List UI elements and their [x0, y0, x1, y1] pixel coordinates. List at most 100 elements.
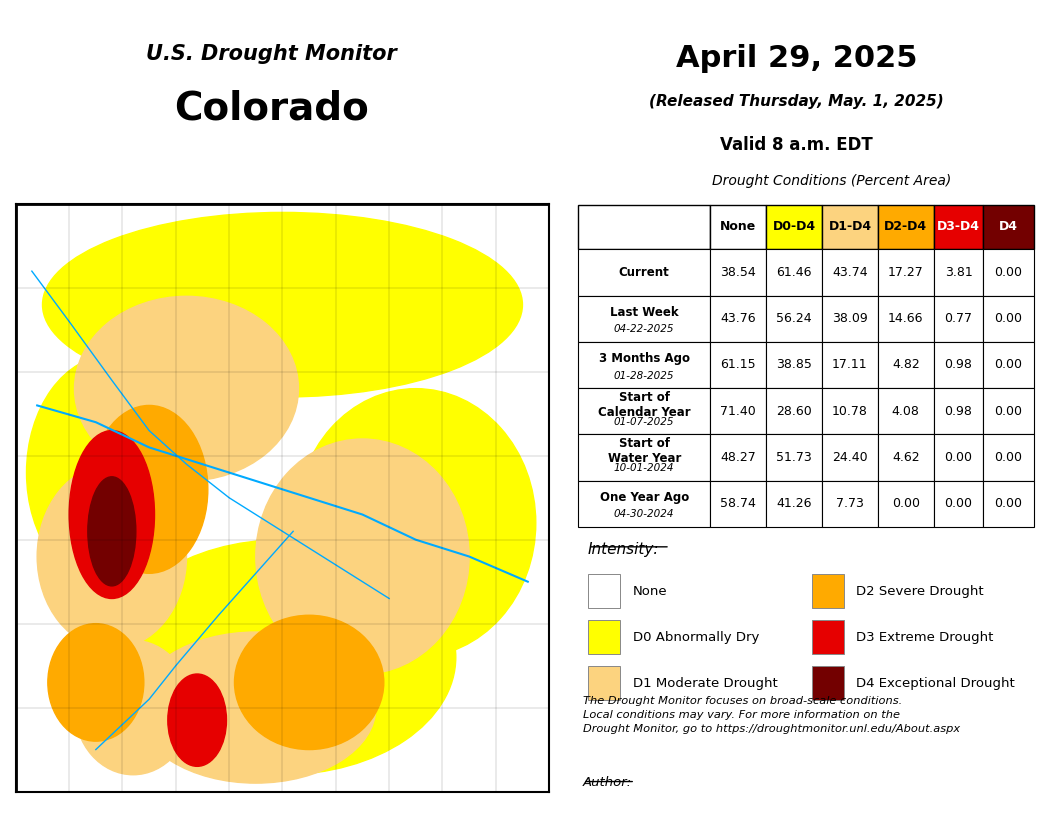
Text: 61.46: 61.46: [776, 266, 812, 279]
FancyBboxPatch shape: [934, 434, 983, 481]
Text: Intensity:: Intensity:: [588, 542, 659, 557]
Text: 4.08: 4.08: [892, 405, 920, 418]
Text: 0.00: 0.00: [995, 405, 1022, 418]
Text: 38.54: 38.54: [720, 266, 756, 279]
Text: 0.00: 0.00: [891, 497, 920, 510]
FancyBboxPatch shape: [934, 388, 983, 434]
FancyBboxPatch shape: [578, 342, 711, 388]
Ellipse shape: [256, 439, 469, 674]
Ellipse shape: [296, 388, 535, 657]
Ellipse shape: [75, 641, 192, 774]
Text: 48.27: 48.27: [720, 451, 756, 464]
Text: April 29, 2025: April 29, 2025: [676, 44, 918, 73]
Text: 0.98: 0.98: [945, 405, 973, 418]
Text: 43.74: 43.74: [832, 266, 868, 279]
Text: D0-D4: D0-D4: [773, 220, 815, 233]
FancyBboxPatch shape: [711, 205, 767, 249]
Text: 4.82: 4.82: [892, 358, 920, 371]
Text: 51.73: 51.73: [776, 451, 812, 464]
FancyBboxPatch shape: [578, 481, 711, 527]
FancyBboxPatch shape: [822, 434, 878, 481]
Text: 3.81: 3.81: [945, 266, 973, 279]
Text: Author:: Author:: [583, 776, 633, 789]
FancyBboxPatch shape: [878, 388, 934, 434]
FancyBboxPatch shape: [578, 205, 711, 249]
Text: Last Week: Last Week: [610, 306, 679, 319]
Text: (Released Thursday, May. 1, 2025): (Released Thursday, May. 1, 2025): [649, 94, 944, 109]
Text: 4.62: 4.62: [892, 451, 920, 464]
Text: 0.00: 0.00: [995, 497, 1022, 510]
Text: Drought Conditions (Percent Area): Drought Conditions (Percent Area): [712, 174, 951, 188]
FancyBboxPatch shape: [588, 620, 620, 654]
Text: 43.76: 43.76: [720, 313, 756, 325]
FancyBboxPatch shape: [934, 481, 983, 527]
FancyBboxPatch shape: [767, 295, 822, 342]
Text: 0.00: 0.00: [995, 313, 1022, 325]
FancyBboxPatch shape: [711, 481, 767, 527]
Text: 04-22-2025: 04-22-2025: [614, 324, 675, 335]
Ellipse shape: [91, 406, 208, 574]
Text: 38.85: 38.85: [776, 358, 812, 371]
FancyBboxPatch shape: [822, 481, 878, 527]
FancyBboxPatch shape: [767, 249, 822, 295]
Ellipse shape: [75, 296, 299, 481]
FancyBboxPatch shape: [822, 388, 878, 434]
FancyBboxPatch shape: [711, 249, 767, 295]
Text: One Year Ago: One Year Ago: [600, 491, 689, 504]
FancyBboxPatch shape: [711, 388, 767, 434]
Text: D1-D4: D1-D4: [828, 220, 871, 233]
FancyBboxPatch shape: [934, 342, 983, 388]
Text: D3 Extreme Drought: D3 Extreme Drought: [856, 631, 994, 644]
Text: 0.98: 0.98: [945, 358, 973, 371]
Text: 0.00: 0.00: [995, 266, 1022, 279]
Text: Start of
Water Year: Start of Water Year: [607, 437, 681, 465]
FancyBboxPatch shape: [822, 342, 878, 388]
Text: 58.74: 58.74: [720, 497, 756, 510]
Text: 24.40: 24.40: [832, 451, 868, 464]
Ellipse shape: [48, 623, 144, 741]
FancyBboxPatch shape: [822, 205, 878, 249]
Text: D3-D4: D3-D4: [937, 220, 980, 233]
FancyBboxPatch shape: [934, 205, 983, 249]
FancyBboxPatch shape: [983, 249, 1034, 295]
Text: 01-07-2025: 01-07-2025: [614, 417, 675, 427]
Text: 0.00: 0.00: [995, 451, 1022, 464]
FancyBboxPatch shape: [983, 342, 1034, 388]
Text: 0.00: 0.00: [944, 451, 973, 464]
FancyBboxPatch shape: [767, 388, 822, 434]
Text: Valid 8 a.m. EDT: Valid 8 a.m. EDT: [720, 135, 873, 153]
FancyBboxPatch shape: [878, 342, 934, 388]
Text: 0.77: 0.77: [944, 313, 973, 325]
FancyBboxPatch shape: [767, 481, 822, 527]
Text: 01-28-2025: 01-28-2025: [614, 370, 675, 380]
Text: 17.27: 17.27: [888, 266, 924, 279]
FancyBboxPatch shape: [878, 481, 934, 527]
Ellipse shape: [136, 632, 376, 783]
Ellipse shape: [42, 212, 523, 397]
FancyBboxPatch shape: [812, 574, 844, 608]
Ellipse shape: [88, 477, 136, 586]
Text: D1 Moderate Drought: D1 Moderate Drought: [633, 676, 777, 690]
FancyBboxPatch shape: [711, 342, 767, 388]
Text: The Drought Monitor focuses on broad-scale conditions.
Local conditions may vary: The Drought Monitor focuses on broad-sca…: [583, 695, 960, 734]
Text: 04-30-2024: 04-30-2024: [614, 509, 675, 520]
Text: 71.40: 71.40: [720, 405, 756, 418]
Ellipse shape: [26, 355, 197, 590]
FancyBboxPatch shape: [878, 295, 934, 342]
FancyBboxPatch shape: [822, 295, 878, 342]
Text: 0.00: 0.00: [995, 358, 1022, 371]
Text: 0.00: 0.00: [944, 497, 973, 510]
Text: D2-D4: D2-D4: [884, 220, 927, 233]
FancyBboxPatch shape: [588, 667, 620, 700]
FancyBboxPatch shape: [711, 434, 767, 481]
Text: D0 Abnormally Dry: D0 Abnormally Dry: [633, 631, 759, 644]
Text: Start of
Calendar Year: Start of Calendar Year: [598, 391, 691, 419]
Text: Current: Current: [619, 266, 670, 279]
Text: U.S. Drought Monitor: U.S. Drought Monitor: [147, 44, 397, 64]
Text: 41.26: 41.26: [776, 497, 812, 510]
FancyBboxPatch shape: [578, 388, 711, 434]
Ellipse shape: [37, 464, 187, 649]
FancyBboxPatch shape: [578, 434, 711, 481]
Ellipse shape: [234, 615, 383, 750]
FancyBboxPatch shape: [578, 295, 711, 342]
